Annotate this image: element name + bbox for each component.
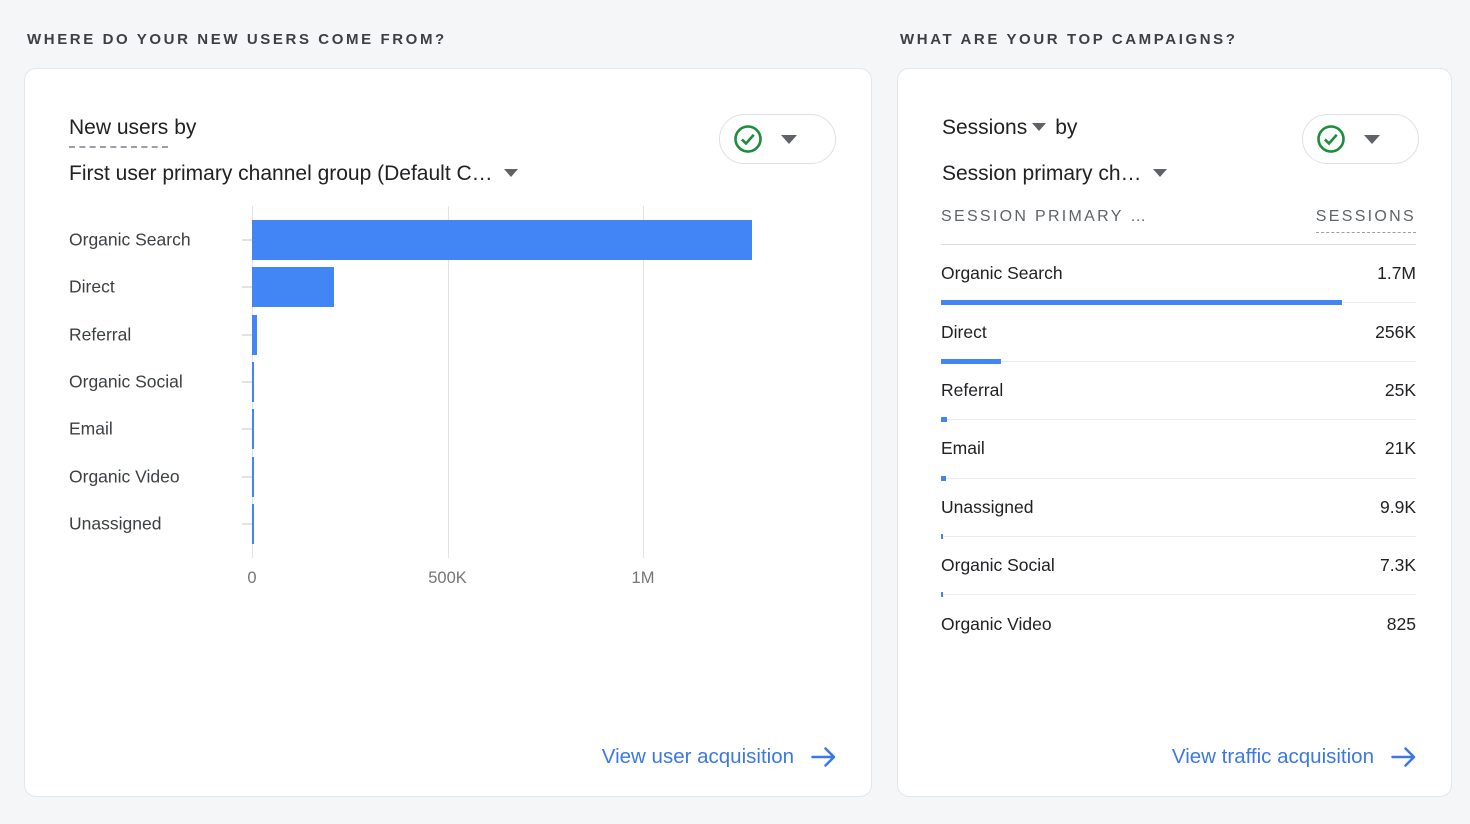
chart-gridline xyxy=(447,206,449,558)
chart-gridline xyxy=(643,206,644,558)
by-label: by xyxy=(174,116,197,139)
check-circle-icon xyxy=(734,125,762,153)
chevron-down-icon[interactable] xyxy=(1032,122,1047,131)
table-row-value: 1.7M xyxy=(1377,263,1416,284)
arrow-right-icon xyxy=(811,747,836,767)
table-row-progress-bar xyxy=(941,300,1343,306)
table-row-progress-bar xyxy=(941,358,1002,364)
chart-category-label: Email xyxy=(69,418,113,439)
chart-bar xyxy=(252,314,258,355)
dimension-selector[interactable]: Session primary ch… xyxy=(942,162,1167,186)
chart-axis-tick-label: 1M xyxy=(631,569,655,587)
chart-tick-mark xyxy=(242,380,252,383)
sessions-metric-label[interactable]: Sessions xyxy=(942,116,1028,139)
table-row-label: Direct xyxy=(941,321,987,342)
chart-bar xyxy=(252,409,254,450)
table-header-divider xyxy=(941,244,1416,245)
table-row: Direct 256K xyxy=(941,303,1416,364)
chart-bar xyxy=(252,361,254,402)
chart-axis-tick-label: 500K xyxy=(428,569,467,587)
section-heading-top-campaigns: WHAT ARE YOUR TOP CAMPAIGNS? xyxy=(900,31,1238,48)
view-link-label: View user acquisition xyxy=(601,745,794,768)
dimension-label: First user primary channel group (Defaul… xyxy=(69,162,493,185)
table-row-label: Organic Video xyxy=(941,614,1052,635)
chevron-down-icon[interactable] xyxy=(1152,168,1167,177)
check-circle-icon xyxy=(1317,125,1345,153)
chart-tick-mark xyxy=(242,333,252,336)
insight-status-button[interactable] xyxy=(1302,114,1419,164)
table-row-label: Organic Search xyxy=(941,263,1063,284)
table-row-label: Organic Social xyxy=(941,555,1055,576)
table-row-value: 21K xyxy=(1384,438,1416,459)
table-row-label: Unassigned xyxy=(941,496,1034,517)
chart-bar xyxy=(252,267,335,308)
table-row: Email 21K xyxy=(941,420,1416,481)
table-row: Unassigned 9.9K xyxy=(941,479,1416,539)
card-title-metric-line: Sessions by xyxy=(942,116,1077,140)
table-row-progress-bar xyxy=(941,417,947,423)
chart-category-label: Organic Video xyxy=(69,466,180,486)
new-users-metric-label[interactable]: New users xyxy=(69,116,169,148)
chart-category-label: Unassigned xyxy=(69,513,162,534)
section-heading-new-users: WHERE DO YOUR NEW USERS COME FROM? xyxy=(27,31,447,48)
view-user-acquisition-link[interactable]: View user acquisition xyxy=(602,745,837,769)
table-row-value: 25K xyxy=(1384,379,1416,400)
new-users-bar-chart: 0 500K 1M Organic Search Direct Referral Organ… xyxy=(25,69,871,796)
chart-tick-mark xyxy=(242,522,252,525)
table-row: Organic Search 1.7M xyxy=(941,245,1416,306)
table-header-row: SESSION PRIMARY … SESSIONS xyxy=(941,208,1416,233)
table-row: Organic Video 825 xyxy=(941,595,1416,653)
table-row-progress-bar xyxy=(941,533,944,539)
chart-bar xyxy=(252,220,753,260)
table-row-progress-bar xyxy=(941,475,946,481)
dimension-label: Session primary ch… xyxy=(942,162,1142,185)
chart-tick-mark xyxy=(242,239,252,241)
table-row: Organic Social 7.3K xyxy=(941,537,1416,598)
new-users-card: New users by First user primary channel g… xyxy=(24,68,872,797)
chart-tick-mark xyxy=(242,475,252,478)
chart-tick-mark xyxy=(242,428,252,431)
table-row-value: 825 xyxy=(1386,614,1416,635)
chart-bar xyxy=(252,503,254,544)
chart-tick-mark xyxy=(242,286,252,289)
chart-category-label: Organic Social xyxy=(69,371,183,392)
chart-axis-tick-label: 0 xyxy=(247,569,257,587)
view-link-label: View traffic acquisition xyxy=(1171,745,1374,768)
table-row-value: 256K xyxy=(1375,321,1416,342)
table-row-progress-bar xyxy=(941,592,943,598)
table-row-label: Referral xyxy=(941,379,1004,400)
chart-category-label: Referral xyxy=(69,324,132,345)
table-row-value: 9.9K xyxy=(1380,496,1416,517)
arrow-right-icon xyxy=(1391,747,1416,767)
table-header-sessions[interactable]: SESSIONS xyxy=(1315,208,1416,233)
dimension-selector[interactable]: First user primary channel group (Defaul… xyxy=(69,162,518,186)
view-traffic-acquisition-link[interactable]: View traffic acquisition xyxy=(1172,745,1417,769)
table-row: Referral 25K xyxy=(941,362,1416,423)
chart-category-label: Direct xyxy=(69,276,115,297)
chart-category-label: Organic Search xyxy=(69,229,191,250)
chart-plot-area xyxy=(252,206,852,558)
table-header-dimension: SESSION PRIMARY … xyxy=(941,208,1149,225)
chevron-down-icon[interactable] xyxy=(1364,134,1380,144)
insight-status-button[interactable] xyxy=(719,114,836,164)
table-row-label: Email xyxy=(941,438,985,459)
chart-bar xyxy=(252,456,254,497)
card-title-metric-line: New users by xyxy=(69,116,196,148)
top-campaigns-card: Sessions by Session primary ch… SESSION P… xyxy=(897,68,1452,797)
chevron-down-icon[interactable] xyxy=(781,134,797,144)
chevron-down-icon[interactable] xyxy=(503,168,518,177)
table-row-value: 7.3K xyxy=(1380,555,1416,576)
by-label: by xyxy=(1055,116,1078,139)
